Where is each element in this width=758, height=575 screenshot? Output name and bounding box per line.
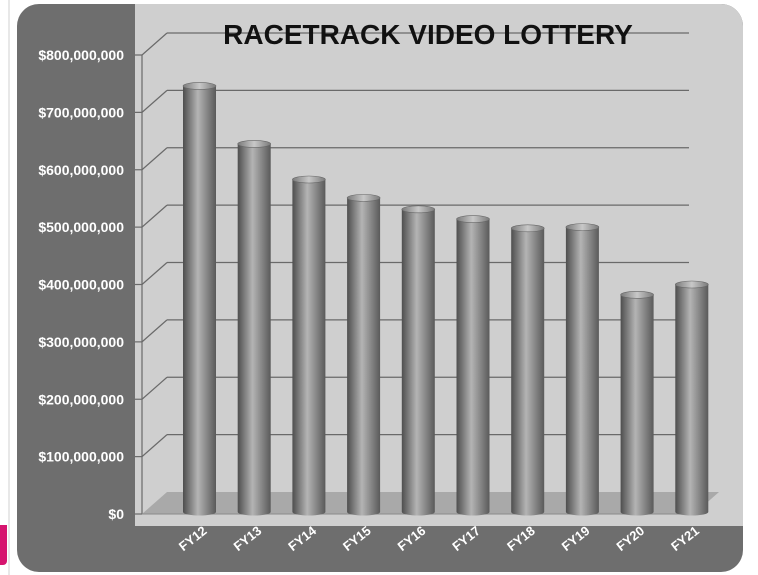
bar-cap	[401, 205, 436, 214]
left-accent-strip	[0, 0, 12, 575]
bar-cap	[346, 194, 381, 202]
x-tick-label: FY14	[285, 523, 319, 554]
bar-cap	[292, 175, 326, 184]
bar-cap	[674, 280, 709, 289]
bar	[292, 179, 326, 516]
bar	[675, 284, 709, 516]
gridline-diagonal	[141, 434, 168, 458]
bar-cap	[565, 223, 600, 231]
bar	[401, 209, 435, 516]
bar	[237, 143, 271, 516]
y-tick-label: $700,000,000	[38, 104, 124, 120]
bar	[620, 294, 654, 516]
y-tick-label: $300,000,000	[38, 334, 124, 350]
gridline-diagonal	[141, 376, 168, 400]
gridline-diagonal	[141, 204, 168, 228]
gridline-diagonal	[141, 32, 168, 56]
x-tick-label: FY19	[559, 523, 593, 554]
y-tick-label: $0	[108, 506, 124, 522]
x-tick-label: FY18	[504, 523, 538, 554]
y-tick-label: $800,000,000	[38, 47, 124, 63]
bar-cap	[237, 140, 271, 148]
bar-chart: $0 $100,000,000 $200,000,000 $300,000,000 $4…	[38, 4, 743, 554]
bar-cap	[620, 291, 654, 299]
x-tick-label: FY15	[340, 523, 374, 554]
gridline-diagonal	[141, 319, 168, 343]
bar	[456, 219, 490, 516]
bar	[565, 227, 599, 516]
bar	[347, 197, 381, 516]
x-tick-label: FY17	[449, 523, 483, 554]
gridline-diagonal	[141, 262, 168, 285]
bar-cap	[510, 224, 545, 233]
x-tick-label: FY12	[176, 523, 210, 554]
bar-cap	[182, 82, 217, 90]
x-tick-label: FY20	[613, 523, 647, 554]
y-tick-label: $500,000,000	[38, 219, 124, 235]
gridline-diagonal	[141, 147, 168, 171]
x-tick-label: FY13	[231, 523, 265, 554]
x-tick-label: FY21	[668, 523, 702, 554]
neighbor-panel-edge	[0, 0, 10, 575]
gridline-diagonal	[141, 89, 168, 113]
x-tick-label: FY16	[395, 523, 429, 554]
y-tick-label: $100,000,000	[38, 449, 124, 465]
chart-card: $0 $100,000,000 $200,000,000 $300,000,000 $4…	[17, 4, 743, 572]
bar-cap	[456, 215, 490, 223]
y-tick-label: $600,000,000	[38, 162, 124, 178]
bar	[511, 228, 545, 516]
y-tick-label: $400,000,000	[38, 277, 124, 293]
bar	[183, 85, 216, 516]
chart-title: RACETRACK VIDEO LOTTERY	[223, 19, 633, 50]
magenta-accent	[0, 525, 7, 565]
y-tick-label: $200,000,000	[38, 391, 124, 407]
